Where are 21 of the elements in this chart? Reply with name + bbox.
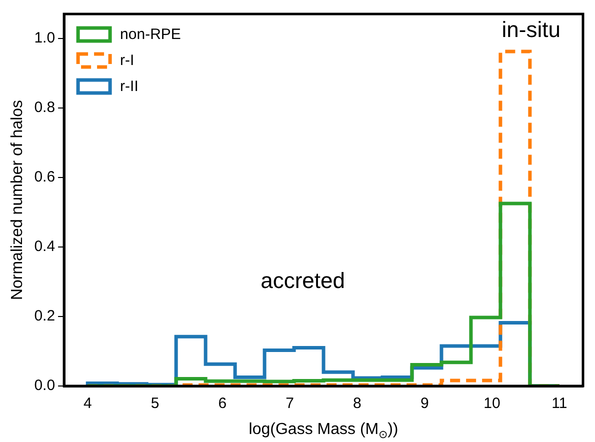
x-tick-label: 11 — [552, 395, 568, 412]
x-tick-label: 8 — [353, 395, 362, 412]
x-tick-label: 7 — [286, 395, 294, 412]
annotation: accreted — [260, 268, 345, 293]
x-tick-label: 10 — [484, 395, 500, 412]
y-tick-label: 0.8 — [34, 99, 56, 116]
x-tick-label: 4 — [83, 395, 92, 412]
y-tick-label: 0.2 — [34, 308, 56, 325]
annotation: in-situ — [502, 16, 560, 42]
legend-label: non-RPE — [120, 26, 181, 44]
y-tick-label: 1.0 — [34, 29, 56, 46]
y-tick-label: 0.0 — [34, 377, 56, 394]
y-tick-label: 0.6 — [34, 168, 56, 186]
y-tick-label: 0.4 — [34, 238, 56, 256]
x-tick-label: 6 — [218, 395, 227, 412]
legend-label: r-II — [120, 78, 138, 96]
y-axis-title: Normalized number of halos — [9, 100, 26, 300]
legend-label: r-I — [120, 52, 134, 70]
x-tick-label: 9 — [420, 395, 429, 412]
x-axis-title: log(Gass Mass (M⊙)) — [248, 421, 398, 441]
x-tick-label: 5 — [150, 395, 160, 412]
